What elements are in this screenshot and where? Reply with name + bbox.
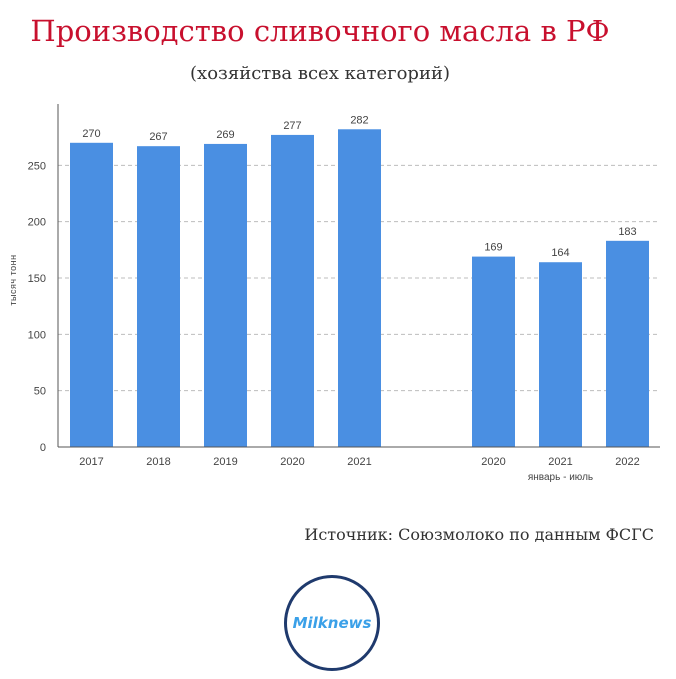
bar-value-label: 270 (82, 128, 100, 140)
bar (137, 146, 180, 447)
bar-value-label: 164 (551, 247, 569, 259)
x-tick-label: 2019 (213, 456, 237, 468)
bar-value-label: 267 (149, 131, 167, 143)
x-tick-label: 2021 (548, 456, 572, 468)
source-note: Источник: Союзмолоко по данным ФСГС (304, 525, 654, 544)
bar-value-label: 169 (484, 242, 502, 254)
x-tick-label: 2022 (615, 456, 639, 468)
bar (338, 129, 381, 447)
bar (539, 262, 582, 447)
group-label: январь - июль (528, 472, 593, 483)
y-tick-label: 200 (28, 217, 46, 229)
bar (204, 143, 247, 447)
x-axis: 2017 2018 2019 2020 2021 2020 2021 2022 январь -… (58, 446, 660, 483)
bar-value-label: 183 (618, 226, 636, 238)
bar (606, 240, 649, 447)
x-tick-label: 2020 (481, 456, 505, 468)
bar (70, 142, 113, 448)
x-tick-label: 2018 (146, 456, 170, 468)
bar (472, 256, 515, 447)
y-tick-label: 0 (40, 442, 46, 454)
y-tick-label: 250 (28, 160, 46, 172)
chart-title: Производство сливочного масла в РФ (30, 14, 610, 48)
bar-value-label: 269 (216, 129, 234, 141)
y-axis-label: тысяч тонн (8, 254, 18, 305)
y-axis: 0 50 100 150 200 250 (28, 104, 59, 454)
chart-subtitle: (хозяйства всех категорий) (190, 63, 450, 84)
y-tick-label: 150 (28, 273, 46, 285)
milknews-logo: Milknews (284, 575, 380, 671)
x-tick-label: 2017 (79, 456, 103, 468)
bar (271, 134, 314, 447)
bar-value-label: 277 (283, 120, 301, 132)
y-tick-label: 50 (34, 386, 46, 398)
y-tick-label: 100 (28, 329, 46, 341)
logo-text: Milknews (292, 614, 372, 632)
x-tick-label: 2020 (280, 456, 304, 468)
bars: 270 267 269 277 282 169 164 183 (70, 114, 649, 448)
x-tick-label: 2021 (347, 456, 371, 468)
bar-value-label: 282 (350, 114, 368, 126)
